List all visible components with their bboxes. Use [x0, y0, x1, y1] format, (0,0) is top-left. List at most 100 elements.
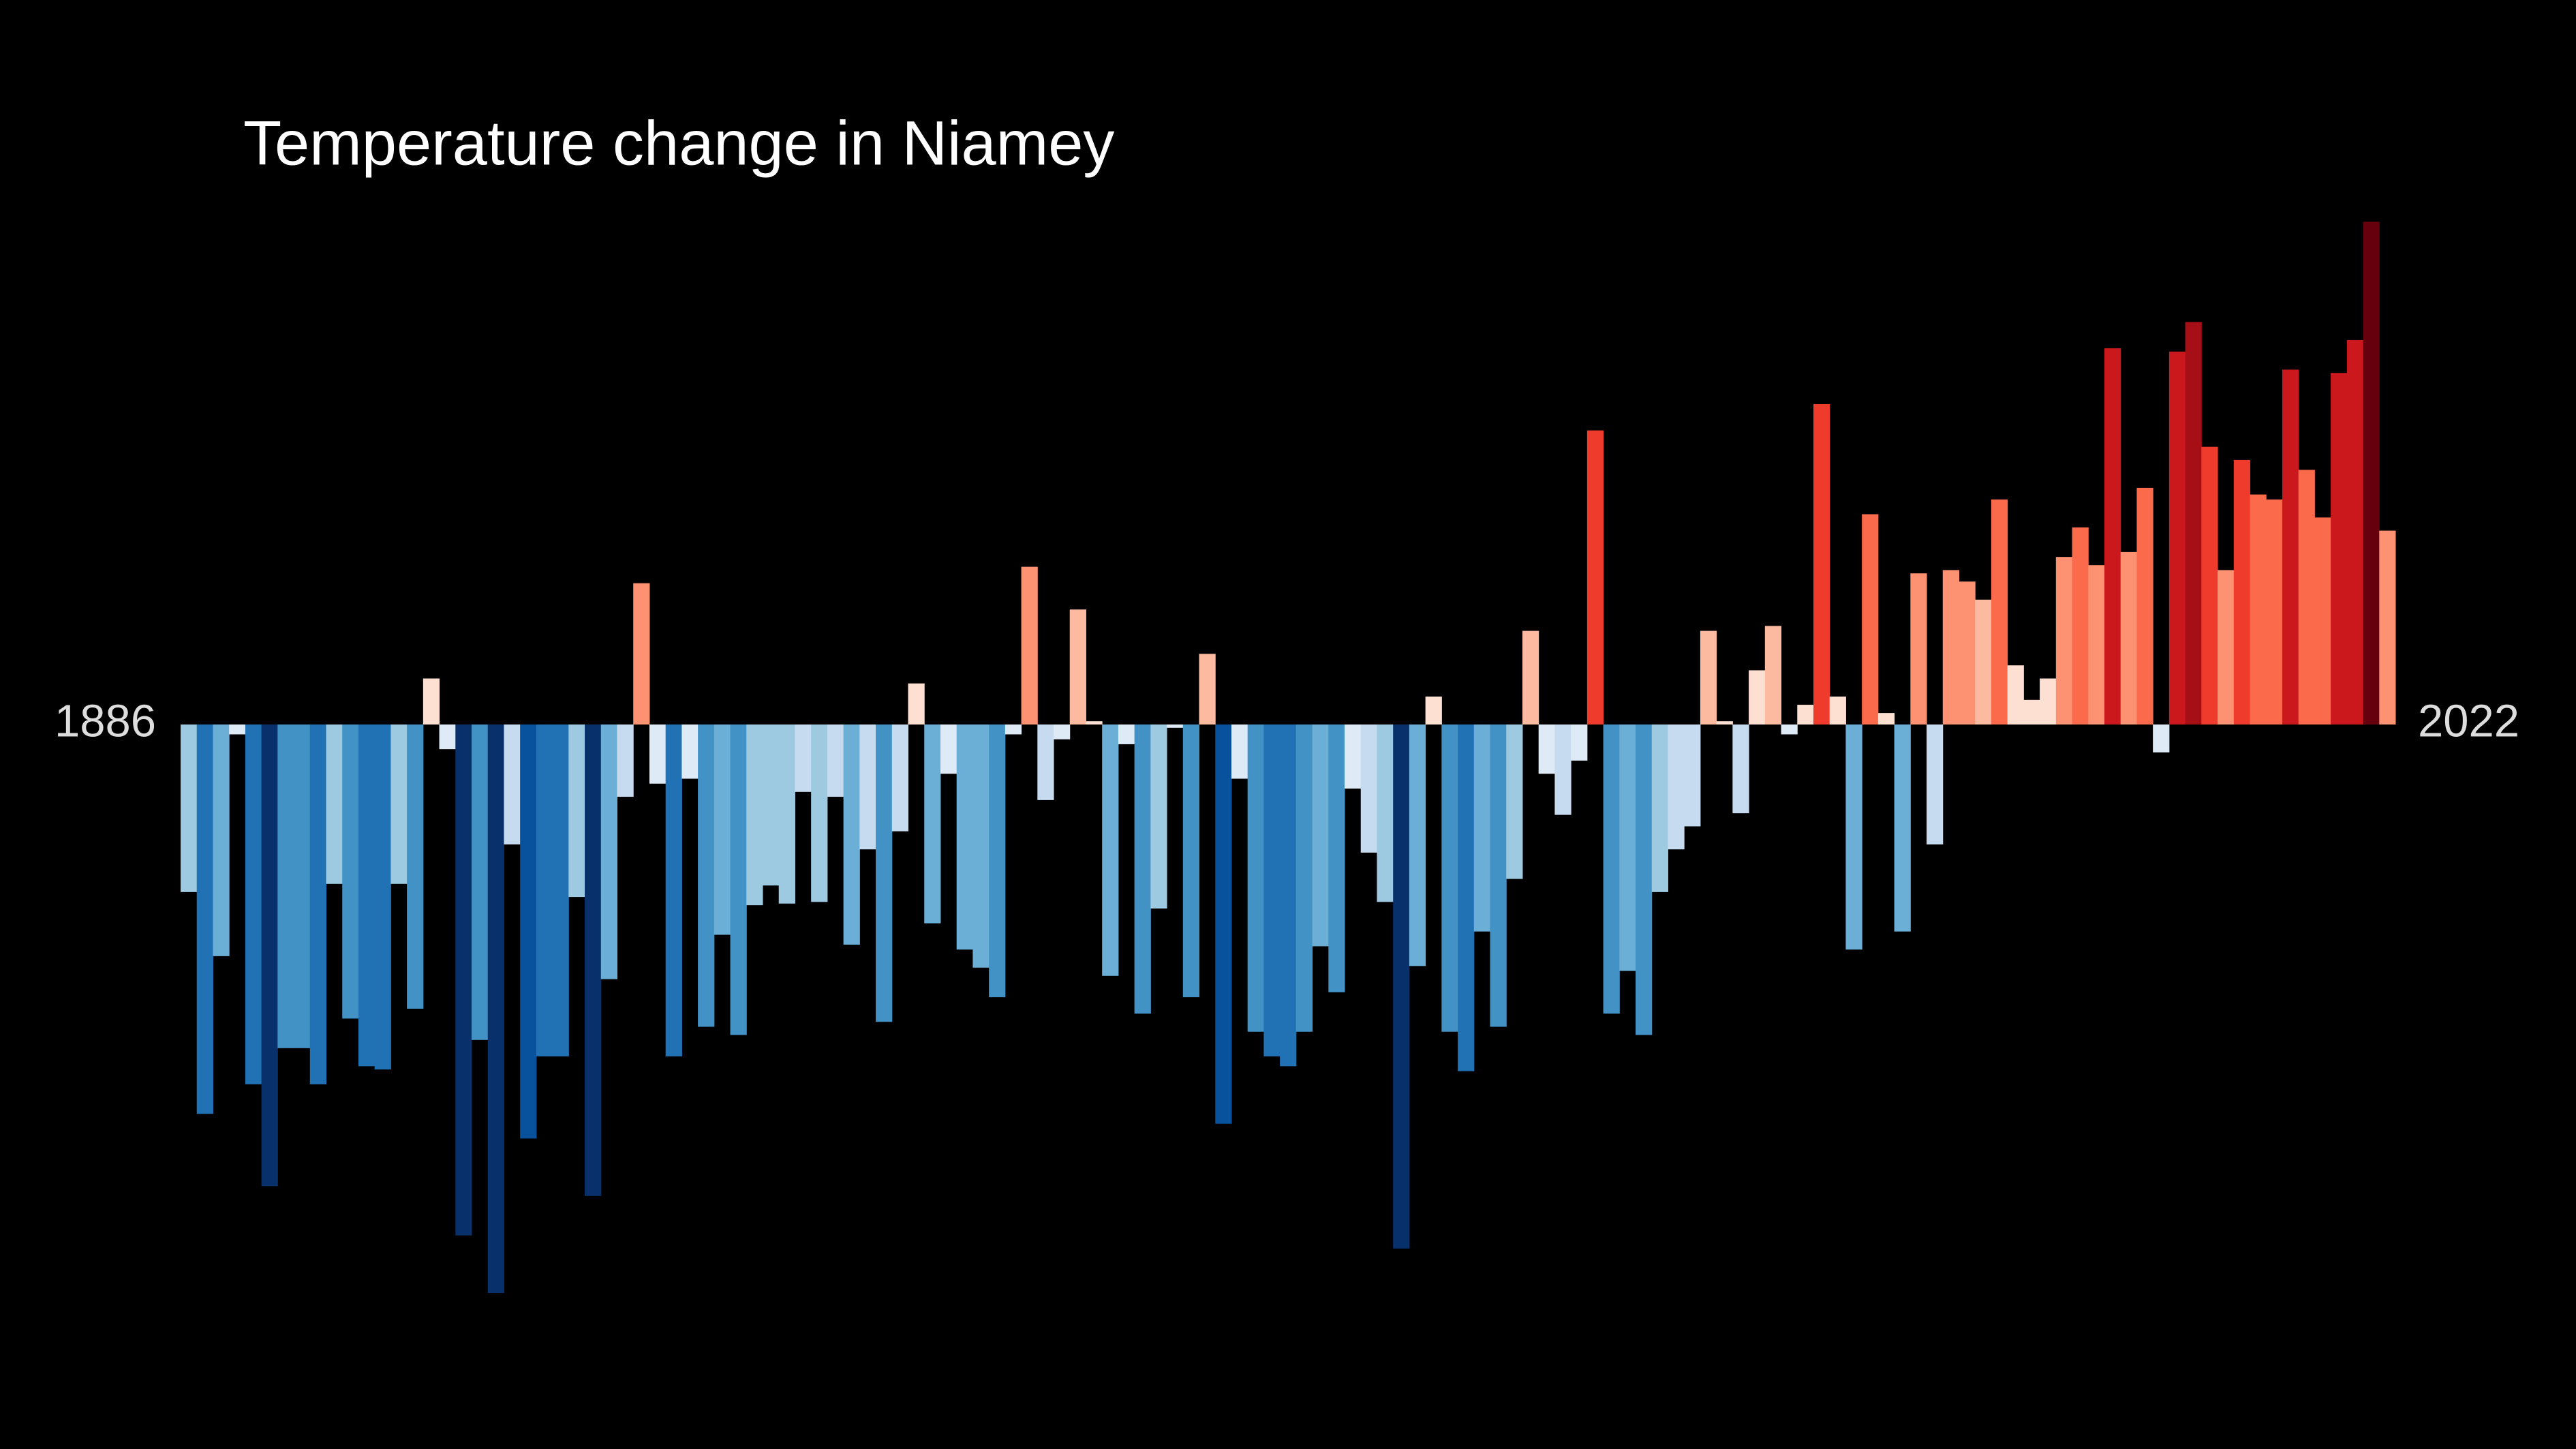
bar	[2250, 494, 2267, 724]
bar	[536, 724, 553, 1056]
bar	[665, 724, 682, 1056]
bar	[585, 724, 602, 1196]
bar	[1845, 724, 1862, 950]
bar	[229, 724, 246, 735]
bar	[1927, 724, 1944, 844]
bar	[1247, 724, 1264, 1032]
bar	[972, 724, 990, 968]
bar	[730, 724, 747, 1035]
bar	[876, 724, 893, 1022]
bar	[1700, 630, 1717, 724]
bar	[1813, 403, 1830, 724]
bar	[1037, 724, 1054, 800]
chart-title: Temperature change in Niamey	[243, 108, 1114, 178]
bar	[1150, 724, 1167, 909]
bar	[2346, 339, 2364, 724]
bar	[859, 724, 876, 850]
bar	[423, 678, 440, 724]
bar	[1118, 724, 1135, 744]
bar	[1263, 724, 1281, 1056]
bar	[1506, 724, 1523, 879]
bar	[407, 724, 424, 1009]
bar	[2363, 222, 2380, 724]
bar	[2233, 459, 2250, 724]
bar	[1684, 724, 1701, 827]
bar	[1021, 566, 1038, 724]
bar	[2088, 565, 2105, 724]
bar	[1959, 581, 1976, 724]
bar	[1473, 724, 1491, 932]
bar	[1441, 724, 1458, 1032]
bar	[1538, 724, 1555, 774]
bar	[811, 724, 828, 902]
bar	[1732, 724, 1749, 814]
bar	[1360, 724, 1377, 853]
bar	[2120, 551, 2137, 724]
bar	[2007, 665, 2024, 724]
bar	[600, 724, 618, 979]
bar	[1134, 724, 1151, 1014]
bar	[1910, 573, 1927, 724]
bar	[1554, 724, 1571, 815]
bar	[1522, 630, 1539, 724]
bar	[891, 724, 909, 832]
start-year-label: 1886	[55, 696, 156, 747]
bar	[1425, 697, 1442, 724]
bar	[2314, 517, 2331, 724]
bar	[1280, 724, 1297, 1067]
bar	[2185, 322, 2202, 724]
bar	[1764, 626, 1782, 724]
bar	[989, 724, 1006, 998]
bar	[472, 724, 489, 1040]
bar	[294, 724, 311, 1048]
bar	[1636, 724, 1653, 1035]
bar	[342, 724, 359, 1019]
bar	[1069, 609, 1086, 724]
bar	[649, 724, 666, 784]
bar	[2023, 699, 2040, 724]
bar	[245, 724, 262, 1084]
bar	[213, 724, 230, 956]
bar	[1829, 697, 1846, 724]
bar	[2040, 678, 2057, 724]
bar	[2153, 724, 2170, 752]
bar	[2282, 369, 2299, 724]
bar	[956, 724, 973, 950]
bar	[1377, 724, 1394, 902]
bar	[1716, 721, 1733, 724]
bar	[2136, 487, 2153, 724]
bar	[1458, 724, 1475, 1071]
bar	[520, 724, 537, 1139]
bar	[390, 724, 408, 884]
bar	[568, 724, 585, 898]
bar	[1603, 724, 1620, 1014]
bar	[2379, 530, 2396, 724]
bar	[1102, 724, 1119, 976]
bar	[1295, 724, 1313, 1032]
bar	[1328, 724, 1345, 992]
bar	[924, 724, 941, 924]
bar	[1894, 724, 1911, 932]
bar	[1571, 724, 1588, 761]
bar	[196, 724, 213, 1114]
bar	[2168, 351, 2186, 724]
bar	[633, 583, 650, 724]
bar	[1409, 724, 1426, 966]
bar	[2104, 348, 2121, 724]
bar	[2266, 499, 2283, 724]
bar	[778, 724, 795, 904]
bar	[374, 724, 391, 1070]
bar	[746, 724, 763, 906]
bar	[1619, 724, 1636, 971]
bar	[504, 724, 521, 844]
bar	[1167, 724, 1184, 728]
bar	[1942, 570, 1959, 724]
bar	[1182, 724, 1200, 998]
bar	[1054, 724, 1071, 739]
bar	[1797, 705, 1814, 724]
bar	[908, 683, 925, 724]
bar	[763, 724, 780, 886]
bar	[455, 724, 472, 1236]
bar	[2218, 570, 2235, 724]
